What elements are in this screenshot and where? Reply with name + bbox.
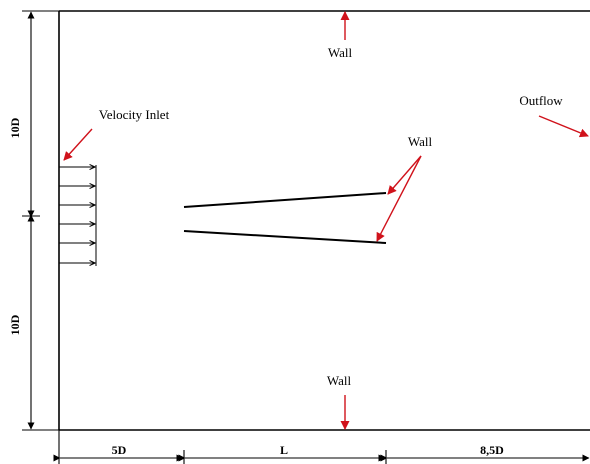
inlet-velocity-profile: [59, 165, 97, 266]
plate-length-label: L: [280, 443, 288, 457]
upper-plate: [183, 192, 387, 208]
top-wall-label: Wall: [328, 45, 353, 60]
bottom-wall-label: Wall: [327, 373, 352, 388]
domain-boundary: [58, 10, 590, 431]
outflow-label: Outflow: [519, 93, 563, 108]
downstream-length-label: 8,5D: [480, 443, 504, 457]
vertical-dimension: [22, 10, 59, 431]
velocity-inlet-arrow: [63, 128, 93, 161]
upstream-length-label: 5D: [112, 443, 127, 457]
upper-plate-wall-arrow: [387, 155, 422, 195]
lower-height-label: 10D: [8, 314, 22, 335]
velocity-inlet-label: Velocity Inlet: [99, 107, 170, 122]
horizontal-dimension: [53, 430, 590, 464]
plate-wall-label: Wall: [408, 134, 433, 149]
lower-plate: [183, 230, 387, 244]
outflow-arrow: [538, 115, 589, 138]
annotation-arrows: [63, 11, 589, 430]
lower-plate-wall-arrow: [376, 155, 422, 242]
plates: [183, 192, 387, 244]
upper-height-label: 10D: [8, 117, 22, 138]
